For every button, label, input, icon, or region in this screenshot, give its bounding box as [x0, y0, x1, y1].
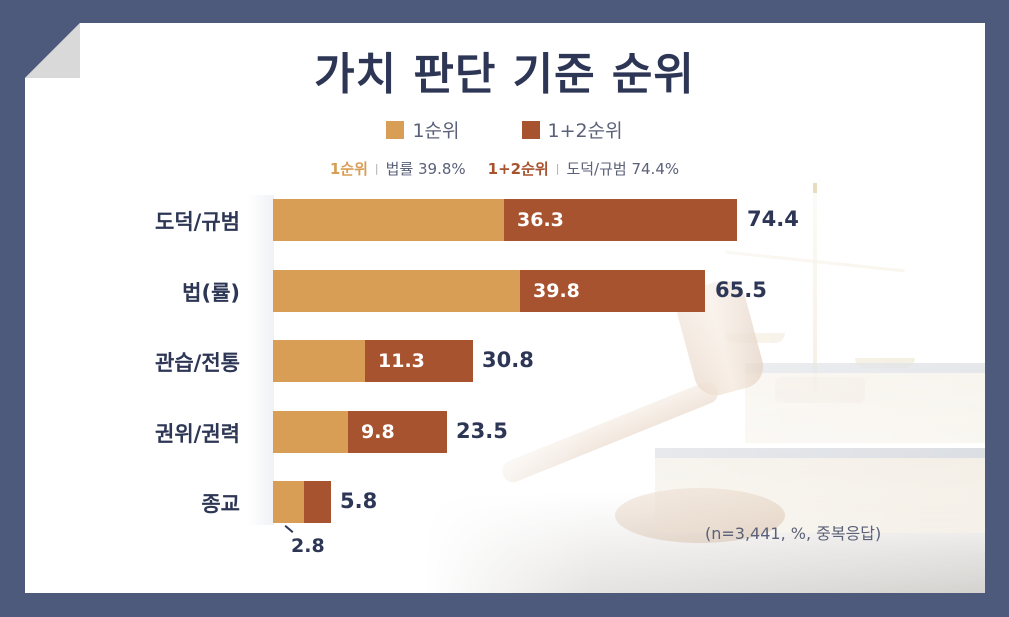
value-label-first: 9.8: [361, 421, 395, 443]
summary-line: 1순위 | 법률 39.8% 1+2순위 | 도덕/규범 74.4%: [0, 158, 1009, 179]
value-label-first: 39.8: [533, 280, 580, 302]
summary-separator: |: [555, 162, 560, 175]
legend-label-first: 1순위: [412, 120, 460, 142]
legend-swatch-first: [386, 120, 405, 139]
value-label-total: 74.4: [747, 207, 799, 231]
bar-first: [273, 481, 304, 523]
category-label: 권위/권력: [155, 422, 240, 446]
bar-first: [273, 411, 348, 453]
summary-separator: |: [374, 162, 379, 175]
folded-corner: [25, 23, 80, 78]
photo-fade-top: [425, 193, 985, 593]
summary-second-value: 도덕/규범 74.4%: [566, 160, 680, 178]
bar-first: [273, 270, 520, 312]
value-label-total: 5.8: [340, 489, 378, 513]
bar-first: [273, 340, 365, 382]
value-label-total: 23.5: [456, 419, 508, 443]
summary-first-value: 법률 39.8%: [385, 160, 466, 178]
legend-item-first: 1순위: [386, 116, 460, 143]
legend-item-total: 1+2순위: [521, 116, 623, 143]
fold-page: [25, 23, 80, 78]
value-label-first: 36.3: [517, 209, 564, 231]
legend-swatch-total: [521, 120, 540, 139]
category-label: 법(률): [182, 281, 240, 305]
summary-first-label: 1순위: [329, 160, 368, 178]
value-label-total: 65.5: [715, 278, 767, 302]
bar-first: [273, 199, 504, 241]
chart-card: [25, 23, 985, 593]
sample-note: (n=3,441, %, 중복응답): [705, 524, 882, 543]
axis-shadow: [248, 195, 274, 525]
category-label: 도덕/규범: [155, 210, 240, 234]
category-label: 종교: [201, 492, 240, 516]
legend: 1순위 1+2순위: [0, 116, 1009, 143]
summary-second-label: 1+2순위: [487, 160, 549, 178]
value-label-first: 2.8: [291, 535, 325, 557]
background-photo: [425, 183, 985, 593]
value-label-total: 30.8: [482, 348, 534, 372]
page-title: 가치 판단 기준 순위: [314, 49, 695, 100]
category-label: 관습/전통: [155, 351, 240, 375]
value-label-first: 11.3: [378, 350, 425, 372]
legend-label-total: 1+2순위: [547, 120, 623, 142]
